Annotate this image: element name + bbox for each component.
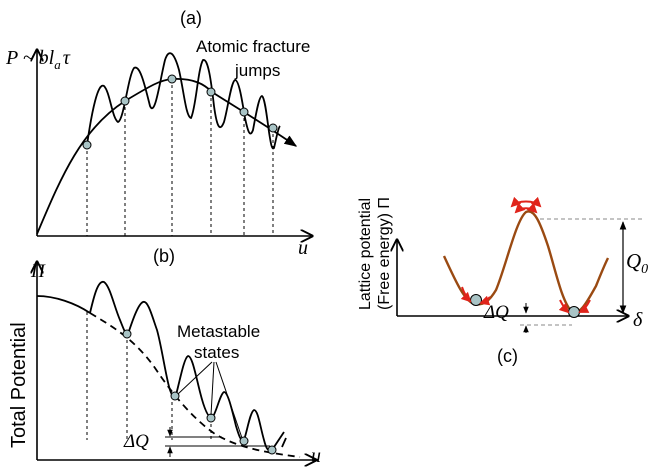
panel-a-node [167, 74, 177, 84]
red-arrow-left-well-2 [479, 295, 491, 306]
panel-a: (a) P ~ bla τ u Atomic fracture jumps [5, 8, 312, 259]
metastable-pointer-1 [177, 361, 213, 395]
panel-b-delta-q: ΔQ [123, 431, 149, 452]
panel-c-y-label-line2: (Free energy) Π [376, 197, 393, 310]
well-ball-right [568, 306, 580, 318]
panel-b: (b) Π u Total Potential Metastable state… [8, 246, 321, 467]
annotation-atomic-fracture: Atomic fracture [196, 37, 310, 56]
panel-b-pi-symbol: Π [30, 261, 46, 282]
panel-a-node [120, 96, 130, 106]
red-arrow-right-well [558, 299, 570, 314]
red-arrow-barrier-outer [510, 196, 542, 208]
annotation-states: states [194, 343, 239, 362]
panel-b-node [206, 413, 216, 423]
panel-b-label: (b) [153, 246, 175, 266]
panel-a-label: (a) [180, 8, 202, 28]
panel-a-envelope-curve [36, 78, 298, 235]
panel-a-node [82, 140, 92, 150]
panel-c: δ Lattice potential (Free energy) Π Q0 Δ… [357, 196, 648, 366]
panel-a-oscillating-curve [86, 52, 281, 150]
panel-c-label: (c) [497, 346, 518, 366]
panel-b-x-label: u [311, 445, 321, 467]
red-arrow-right-well-2 [578, 299, 591, 313]
red-arrow-barrier-inner [514, 202, 538, 214]
metastable-pointer-3 [215, 361, 243, 439]
panel-a-node [268, 123, 278, 133]
red-arrow-left-well [460, 286, 472, 303]
panel-b-node [267, 445, 277, 455]
annotation-jumps: jumps [234, 61, 280, 80]
panel-c-delta-q: ΔQ [483, 302, 509, 323]
well-ball-left [470, 294, 482, 306]
panel-b-y-label: Total Potential [8, 322, 30, 448]
panel-c-x-label: δ [633, 309, 643, 331]
panel-a-y-label: P ~ bla τ [5, 47, 71, 72]
panel-a-x-label: u [298, 237, 308, 259]
panel-b-node [170, 391, 180, 401]
panel-c-y-label-line1: Lattice potential [357, 198, 374, 310]
lattice-potential-curve [442, 210, 610, 314]
panel-b-solid-start [36, 295, 91, 314]
panel-a-node [239, 107, 249, 117]
panel-a-node [206, 87, 216, 97]
metastable-pointer-2 [210, 361, 215, 416]
panel-c-q0: Q0 [626, 249, 648, 277]
panel-b-node [122, 329, 132, 339]
panel-b-node [239, 436, 249, 446]
annotation-metastable: Metastable [177, 322, 260, 341]
panel-b-oscillating-curve [89, 281, 287, 452]
